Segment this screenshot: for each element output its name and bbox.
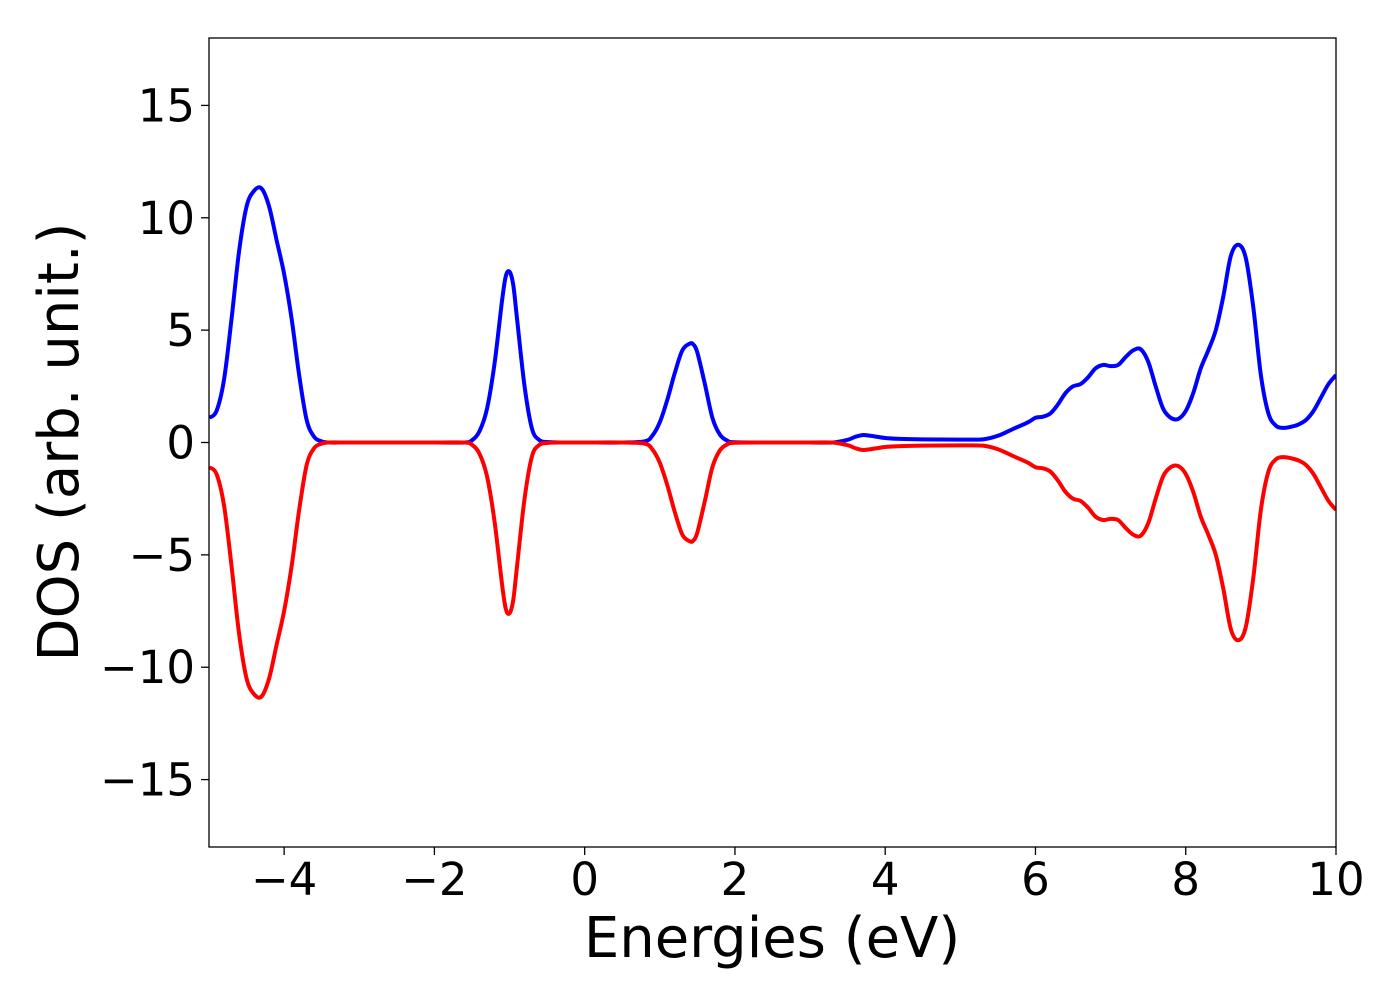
dos-line-blue [209, 185, 1336, 445]
y-axis-ticks: 15 10 5 0 −5 −10 −15 [100, 79, 209, 807]
x-tick-label: −2 [401, 853, 467, 906]
y-tick-label: 10 [138, 192, 195, 245]
y-tick-label: 15 [138, 79, 195, 132]
x-tick-label: 0 [570, 853, 599, 906]
y-tick-label: 5 [166, 304, 195, 357]
y-tick-label: 0 [166, 417, 195, 470]
x-tick-label: −4 [251, 853, 317, 906]
dos-line-red [209, 440, 1336, 700]
x-axis-ticks: −4 −2 0 2 4 6 8 10 [251, 847, 1365, 906]
x-tick-label: 8 [1171, 853, 1200, 906]
x-axis-title: Energies (eV) [584, 906, 960, 971]
series-layer [209, 185, 1336, 700]
x-tick-label: 4 [871, 853, 900, 906]
y-tick-label: −5 [129, 529, 195, 582]
x-tick-label: 6 [1021, 853, 1050, 906]
x-tick-label: 10 [1307, 853, 1364, 906]
y-tick-label: −10 [100, 641, 195, 694]
x-tick-label: 2 [721, 853, 750, 906]
y-axis-title: DOS (arb. unit.) [27, 222, 92, 661]
y-tick-label: −15 [100, 754, 195, 807]
